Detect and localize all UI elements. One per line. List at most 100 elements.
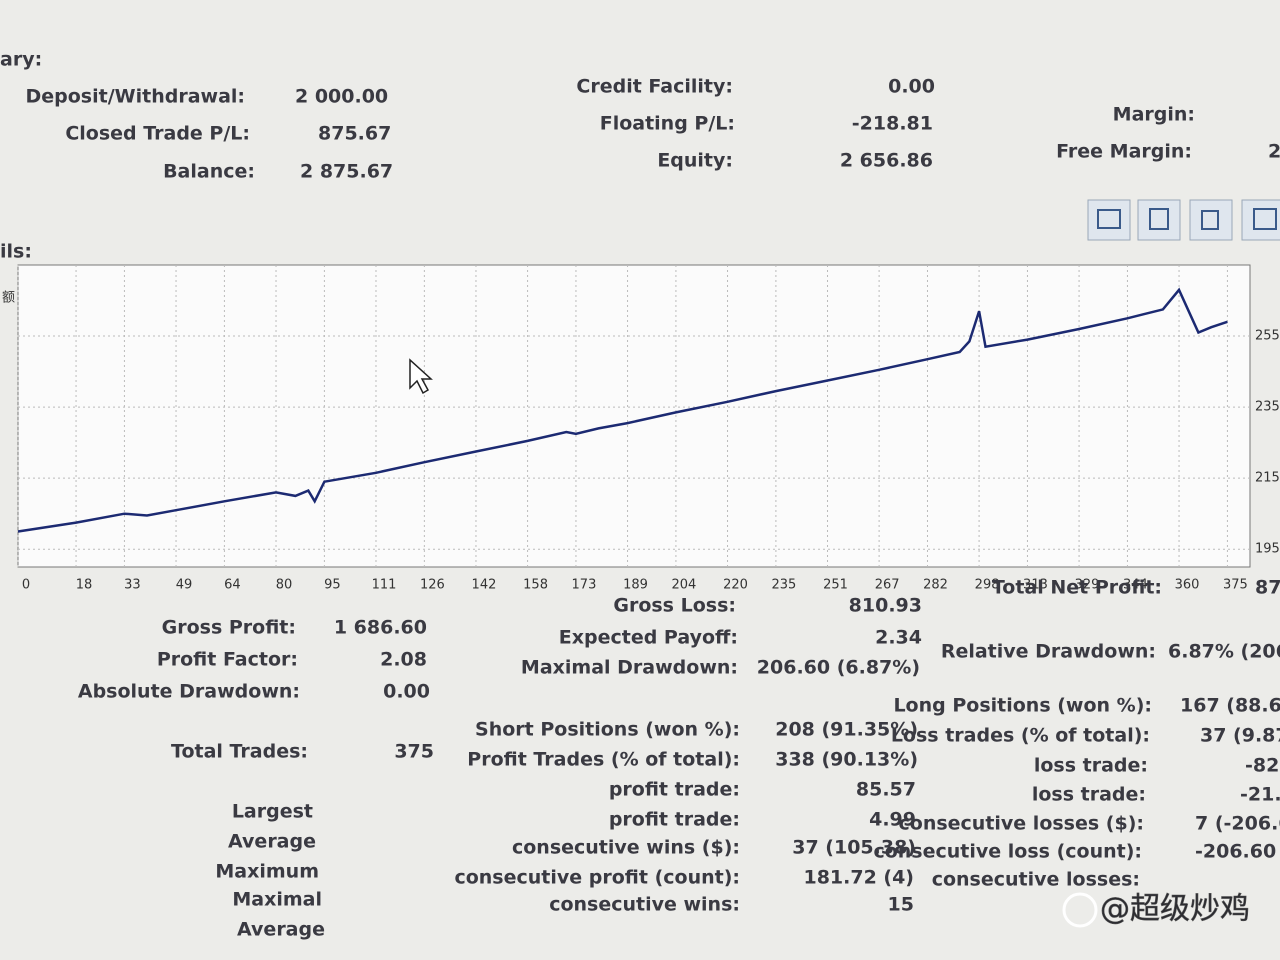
x-tick-label: 126 [420,578,445,593]
report-value: 7 (-206.60 [1195,813,1280,835]
y-tick-label: 2550 [1255,329,1280,344]
report-value: 810.93 [849,595,922,617]
report-label: Largest [232,801,313,823]
report-label: Total Net Profit: [992,577,1162,599]
x-tick-label: 173 [572,578,597,593]
summary-value: 2 875.67 [300,161,393,183]
report-value: -206.60 (7 [1195,841,1280,863]
report-value: 2.34 [875,627,922,649]
x-tick-label: 111 [372,578,397,593]
report-value: 167 (88.62 [1180,695,1280,717]
summary-label: Equity: [657,150,733,172]
x-tick-label: 298 [975,578,1000,593]
x-tick-label: 235 [771,578,796,593]
x-tick-label: 375 [1223,578,1248,593]
summary-value: 2 [1268,141,1280,163]
toolbar-button[interactable] [1189,199,1233,241]
report-label: Gross Loss: [613,595,736,617]
x-tick-label: 95 [324,578,341,593]
x-tick-label: 329 [1075,578,1100,593]
chart: 额 0 18 33 49 64 80 95 111 126 142 158 173 189 204 220 23… [2,265,1280,593]
report-label: Average [237,919,325,941]
report-value: 85.57 [856,779,916,801]
report-label: consecutive losses ($): [899,813,1145,835]
chart-area [17,264,1251,568]
icon [1097,209,1121,229]
summary-value: 875.67 [318,123,391,145]
summary-value: 2 000.00 [295,86,388,108]
summary-label: Credit Facility: [576,76,733,98]
icon [1149,208,1169,230]
x-tick-label: 142 [472,578,497,593]
x-tick-label: 282 [923,578,948,593]
report-label: Expected Payoff: [559,627,738,649]
x-tick-label: 251 [823,578,848,593]
mouse-cursor [409,358,433,395]
toolbar-button[interactable] [1137,199,1181,241]
summary-label: Deposit/Withdrawal: [25,86,245,108]
report-label: Short Positions (won %): [475,719,740,741]
summary-value: 2 656.86 [840,150,933,172]
watermark-icon [1062,892,1098,928]
report-label: Maximal [232,889,322,911]
report-label: Profit Trades (% of total): [467,749,740,771]
x-tick-label: 344 [1123,578,1148,593]
report-value: 206.60 (6.87%) [757,657,920,679]
report-label: loss trade: [1032,784,1146,806]
x-tick-label: 360 [1175,578,1200,593]
toolbar-button[interactable] [1241,199,1280,241]
report-label: Average [228,831,316,853]
y-tick-label: 2350 [1255,400,1280,415]
icon [1201,210,1219,230]
report-value: 37 (9.87 [1200,725,1280,747]
report-label: consecutive loss (count): [873,841,1142,863]
equity-line [17,287,1228,533]
report-label: Absolute Drawdown: [78,681,300,703]
x-tick-label: 158 [523,578,548,593]
summary-value: 0.00 [888,76,935,98]
toolbar-button[interactable] [1087,199,1131,241]
report-value: 208 (91.35%) [775,719,918,741]
summary-label: Margin: [1113,104,1195,126]
report-label: consecutive losses: [932,869,1140,891]
x-tick-label: 49 [176,578,193,593]
report-label: profit trade: [609,809,740,831]
x-tick-label: 267 [875,578,900,593]
x-tick-label: 80 [276,578,293,593]
report-value: 37 (105.38) [792,837,916,859]
report-label: Maximal Drawdown: [521,657,738,679]
report-value: 375 [394,741,434,763]
summary-label: Balance: [163,161,255,183]
x-tick-label: 64 [224,578,241,593]
summary-label: Floating P/L: [600,113,735,135]
report-value: -82. [1245,755,1280,777]
report-value: -21.9 [1240,784,1280,806]
report-value: 15 [888,894,914,916]
report-value: 6.87% (206. [1168,641,1280,663]
x-tick-label: 0 [22,578,30,593]
x-tick-label: 18 [76,578,93,593]
x-tick-label: 220 [723,578,748,593]
report-value: 0.00 [383,681,430,703]
report-label: Profit Factor: [157,649,298,671]
report-value: 4.99 [869,809,916,831]
report-label: profit trade: [609,779,740,801]
report-label: Gross Profit: [162,617,296,639]
report-label: loss trade: [1034,755,1148,777]
icon [1253,208,1277,230]
report-value: 181.72 (4) [803,867,914,889]
report-value: 1 686.60 [334,617,427,639]
report-value: 87 [1255,577,1280,599]
section-heading: ary: [0,49,42,71]
x-tick-label: 189 [623,578,648,593]
x-tick-label: 313 [1023,578,1048,593]
report-value: 2.08 [380,649,427,671]
report-label: Relative Drawdown: [941,641,1156,663]
report-label: consecutive wins: [549,894,740,916]
y-tick-label: 1950 [1255,542,1280,557]
chart-corner-label: 额 [2,291,15,306]
summary-label: Free Margin: [1056,141,1192,163]
x-tick-label: 33 [124,578,141,593]
